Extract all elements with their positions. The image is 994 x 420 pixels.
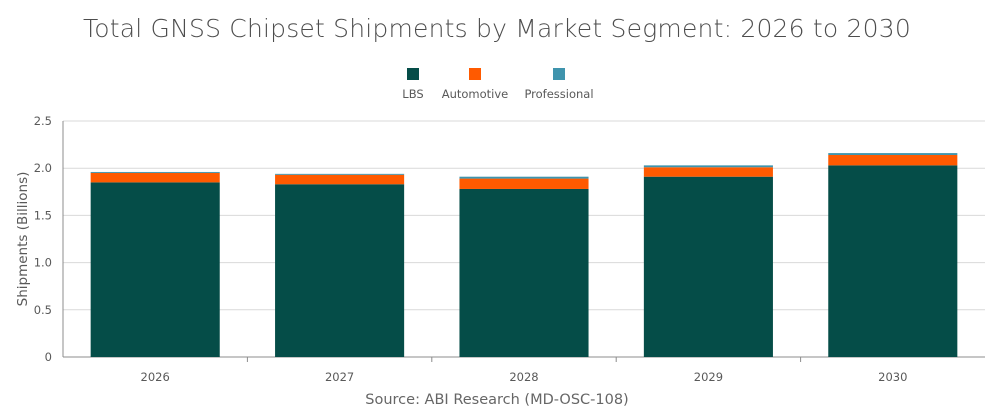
legend-label-professional: Professional	[524, 87, 594, 101]
bar-automotive-2027[interactable]	[275, 174, 405, 185]
legend-swatch-lbs	[407, 68, 419, 80]
bar-professional-2027[interactable]	[275, 173, 405, 175]
legend-label-automotive: Automotive	[441, 87, 509, 101]
legend-label-lbs: LBS	[402, 87, 424, 101]
legend-item-lbs[interactable]: LBS	[358, 68, 468, 101]
source-note: Source: ABI Research (MD-OSC-108)	[365, 392, 629, 408]
bar-lbs-2029[interactable]	[643, 176, 773, 357]
bar-lbs-2026[interactable]	[90, 182, 220, 357]
x-tick-label: 2029	[694, 370, 723, 384]
y-tick-label: 2.5	[34, 114, 52, 128]
bar-lbs-2028[interactable]	[459, 188, 589, 357]
legend: LBS Automotive Professional	[0, 68, 994, 108]
bar-automotive-2028[interactable]	[459, 178, 589, 189]
bar-lbs-2030[interactable]	[828, 165, 958, 357]
legend-swatch-professional	[553, 68, 565, 80]
bar-professional-2026[interactable]	[90, 171, 220, 173]
y-tick-label: 1.0	[34, 256, 52, 270]
x-tick-label: 2028	[509, 370, 538, 384]
bar-professional-2030[interactable]	[828, 153, 958, 155]
bar-automotive-2029[interactable]	[643, 167, 773, 177]
legend-swatch-automotive	[469, 68, 481, 80]
bar-automotive-2030[interactable]	[828, 154, 958, 166]
y-tick-label: 0	[45, 350, 52, 364]
bar-automotive-2026[interactable]	[90, 172, 220, 183]
y-tick-label: 0.5	[34, 303, 52, 317]
y-tick-label: 2.0	[34, 161, 52, 175]
chart-title: Total GNSS Chipset Shipments by Market S…	[83, 14, 911, 43]
legend-item-automotive[interactable]: Automotive	[420, 68, 530, 101]
y-tick-label: 1.5	[34, 208, 52, 222]
legend-item-professional[interactable]: Professional	[504, 68, 614, 101]
x-tick-label: 2027	[325, 370, 354, 384]
bar-lbs-2027[interactable]	[275, 184, 405, 357]
bar-professional-2029[interactable]	[643, 165, 773, 168]
y-axis-title: Shipments (Billions)	[15, 172, 31, 307]
x-tick-label: 2026	[141, 370, 170, 384]
x-tick-label: 2030	[878, 370, 907, 384]
bar-professional-2028[interactable]	[459, 176, 589, 179]
